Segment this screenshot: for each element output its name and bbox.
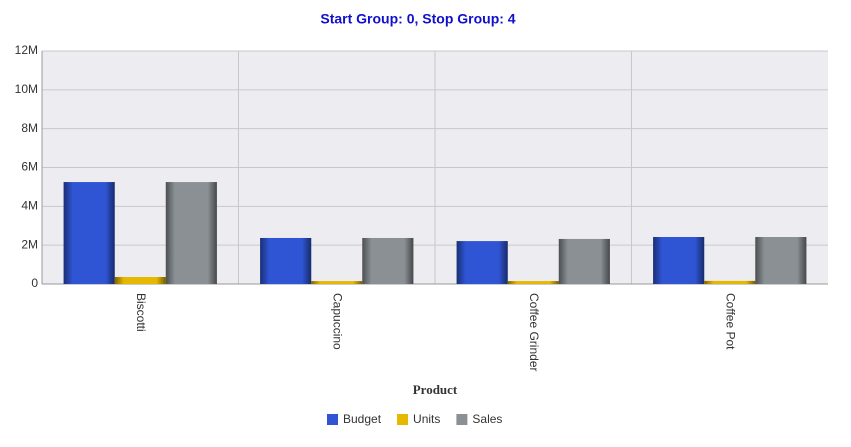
x-axis-title: Product [413,382,458,397]
y-tick-label: 6M [21,160,38,174]
bar [507,281,559,284]
y-tick-label: 10M [15,82,38,96]
legend-swatch [397,414,409,425]
legend-label: Units [413,412,440,426]
bar [63,182,115,284]
bar [558,238,610,284]
legend-swatch [327,414,338,425]
legend-swatch [456,414,468,425]
y-tick-label: 12M [15,43,38,57]
x-tick-label: Capuccino [331,293,345,350]
legend-label: Budget [343,412,382,426]
y-tick-label: 2M [21,237,38,251]
y-tick-label: 4M [21,199,38,213]
bar [114,277,166,284]
x-tick-label: Biscotti [134,293,148,332]
bar [165,182,217,284]
bar [456,241,508,284]
chart-title: Start Group: 0, Stop Group: 4 [320,11,515,27]
bar [755,237,807,284]
bar [653,237,705,284]
bar [362,237,414,284]
x-tick-label: Coffee Grinder [527,293,541,372]
x-tick-label: Coffee Pot [724,293,738,350]
y-tick-label: 8M [21,121,38,135]
bar [704,280,756,284]
bar [260,237,312,284]
legend-label: Sales [472,412,502,426]
bar [311,281,363,284]
y-tick-label: 0 [31,276,38,290]
